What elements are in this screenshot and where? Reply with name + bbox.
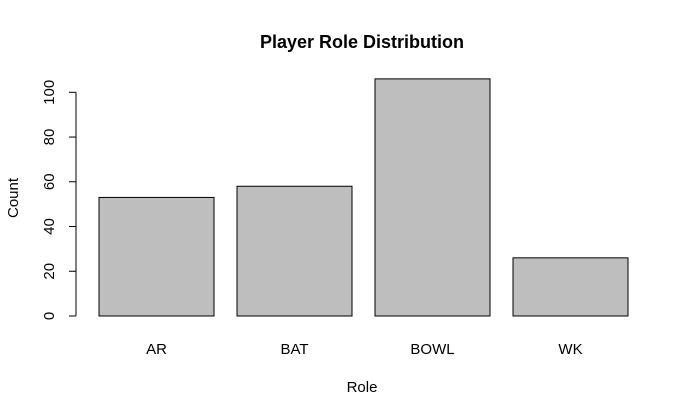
y-tick-label: 20: [41, 263, 58, 280]
y-tick-label: 60: [41, 173, 58, 190]
y-tick-label: 100: [41, 80, 58, 105]
y-axis: 0 20 40 60 80 100: [41, 80, 77, 320]
bar-bat: [236, 185, 353, 317]
x-tick-labels: AR BAT BOWL WK: [146, 341, 583, 358]
y-tick-label: 40: [41, 218, 58, 235]
x-tick-label-bat: BAT: [280, 341, 308, 358]
bar-ar: [98, 196, 215, 317]
chart-title: Player Role Distribution: [260, 32, 464, 52]
x-tick-label-bowl: BOWL: [410, 341, 454, 358]
bars-group: [98, 78, 629, 317]
bar-wk: [512, 257, 629, 317]
y-tick-label: 0: [41, 312, 58, 320]
x-tick-label-wk: WK: [558, 341, 582, 358]
y-tick-label: 80: [41, 129, 58, 146]
x-tick-label-ar: AR: [146, 341, 167, 358]
bar-bowl: [374, 78, 491, 317]
y-axis-label: Count: [5, 177, 22, 218]
x-axis-label: Role: [347, 379, 378, 396]
